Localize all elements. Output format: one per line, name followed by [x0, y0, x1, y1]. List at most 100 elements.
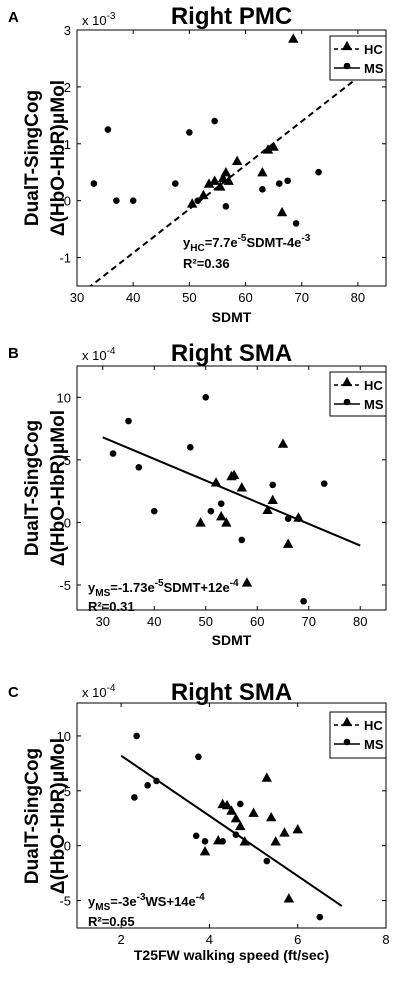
x-tick-label: 80 [353, 614, 367, 629]
point-hc [235, 820, 246, 831]
legend-marker-ms [343, 738, 351, 746]
point-ms [202, 393, 210, 401]
point-hc [282, 538, 294, 548]
point-hc [186, 198, 198, 208]
y-tick-label: -5 [59, 578, 71, 593]
y-tick-label: 5 [64, 453, 71, 468]
y-axis-label-line2: Δ(HbO-HbR)μMol [48, 738, 69, 894]
x-axis-label: SDMT [212, 632, 252, 648]
x-tick-label: 50 [182, 290, 196, 305]
r-squared-label: R²=0.65 [88, 914, 135, 929]
legend-label-ms: MS [364, 737, 384, 752]
point-ms [295, 515, 302, 522]
x-tick-label: 4 [206, 932, 213, 947]
point-ms [186, 129, 193, 136]
x-tick-label: 40 [147, 614, 161, 629]
point-ms [195, 753, 202, 761]
point-ms [125, 417, 132, 425]
x-tick-label: 40 [126, 290, 140, 305]
regression-equation: yHC=7.7e-5SDMT-4e-3 [183, 233, 311, 254]
point-hc [277, 438, 289, 448]
x-tick-label: 70 [294, 290, 308, 305]
fit-line-hc [89, 54, 386, 286]
point-ms [187, 444, 194, 451]
point-ms [284, 177, 291, 185]
x-tick-label: 8 [382, 932, 389, 947]
x-tick-label: 30 [96, 614, 110, 629]
point-hc [231, 155, 243, 166]
point-hc [239, 836, 250, 846]
legend-frame [329, 711, 387, 759]
x-axis-label: T25FW walking speed (ft/sec) [134, 947, 329, 963]
point-hc [195, 517, 206, 527]
fit-line-ms [120, 754, 343, 907]
point-ms [104, 126, 112, 133]
point-hc [203, 178, 215, 188]
point-hc [226, 805, 237, 815]
legend-marker-hc [341, 40, 353, 51]
point-hc [267, 494, 278, 505]
plot-area-frame [76, 702, 387, 929]
point-hc [262, 144, 274, 154]
point-hc [257, 167, 268, 177]
point-ms [263, 857, 271, 865]
y-tick-label: -5 [59, 894, 71, 909]
point-hc [221, 517, 232, 527]
point-ms [131, 794, 138, 801]
point-hc [248, 807, 259, 817]
point-ms [192, 832, 200, 840]
chart-title: Right SMA [171, 340, 292, 367]
r-squared-label: R²=0.36 [183, 256, 230, 271]
point-hc [223, 175, 234, 185]
point-hc [230, 813, 242, 823]
plot-marks [102, 393, 361, 605]
point-hc [241, 577, 253, 587]
legend: HC MS [329, 711, 387, 759]
plot-marks [120, 732, 343, 921]
point-hc [209, 175, 220, 185]
y-tick-label: 5 [64, 784, 71, 799]
point-hc [221, 799, 233, 810]
x-tick-label: 6 [294, 932, 301, 947]
y-axis-label-line2: Δ(HbO-HbR)μMol [48, 80, 69, 236]
point-ms [232, 831, 240, 839]
legend-label-ms: MS [364, 61, 384, 76]
axis-exponent-label: x 10-4 [82, 683, 116, 700]
y-axis-label-line1: DualT-SingCog [22, 420, 43, 556]
legend-marker-ms [343, 398, 351, 406]
fit-line-ms [102, 436, 361, 547]
regression-equation: yMS=-1.73e-5SDMT+12e-4 [88, 578, 239, 599]
point-ms [238, 536, 246, 544]
x-tick-label: 30 [70, 290, 84, 305]
x-tick-label: 2 [118, 932, 125, 947]
point-hc [283, 893, 295, 903]
x-tick-label: 60 [250, 614, 264, 629]
panel-b: B Right SMA x 10-4 30 40 50 60 70 80 -5 0 5 10 SDMT Du… [8, 340, 387, 648]
point-hc [288, 33, 299, 43]
plot-marks [89, 33, 386, 286]
y-tick-label: 3 [64, 23, 71, 38]
plot-area-frame [76, 29, 387, 287]
x-tick-label: 60 [238, 290, 252, 305]
point-ms [113, 197, 120, 204]
point-hc [228, 469, 240, 480]
legend-label-hc: HC [364, 378, 383, 393]
point-ms [129, 197, 137, 204]
legend-frame [329, 35, 387, 81]
y-tick-label: 0 [64, 194, 71, 209]
y-tick-label: -1 [59, 251, 71, 266]
point-ms [135, 464, 143, 471]
point-ms [194, 197, 202, 204]
point-ms [109, 450, 117, 457]
point-ms [201, 837, 209, 845]
legend: HC MS [329, 371, 387, 417]
point-ms [133, 732, 140, 740]
point-hc [279, 827, 290, 837]
legend-marker-hc [341, 376, 353, 387]
x-axis-label: SDMT [212, 309, 252, 325]
regression-equation: yMS=-3e-3WS+14e-4 [88, 892, 205, 913]
point-hc [198, 189, 209, 200]
x-tick-label: 80 [351, 290, 365, 305]
legend-label-hc: HC [364, 718, 383, 733]
point-ms [269, 481, 277, 489]
